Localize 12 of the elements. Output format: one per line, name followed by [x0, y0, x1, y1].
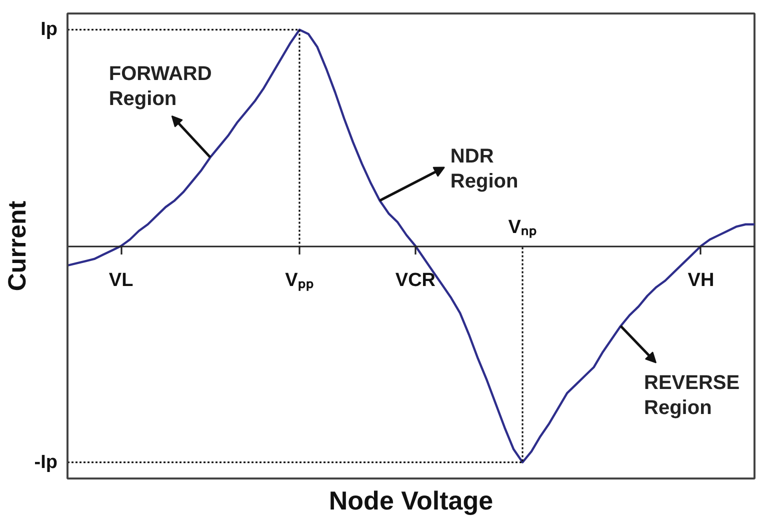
y-axis-title: Current: [3, 200, 32, 292]
annotation: NDR Region: [450, 145, 518, 192]
annotation: REVERSE Region: [644, 372, 740, 419]
x-tick-label: Vₙₚ: [508, 217, 537, 238]
ref-line-label: Ip: [40, 19, 58, 40]
x-tick-label: VH: [688, 270, 714, 291]
x-tick-label: VCR: [395, 270, 436, 291]
x-tick-label: VL: [108, 270, 134, 291]
ref-line-label: -Ip: [34, 452, 58, 473]
x-tick-label: Vₚₚ: [285, 270, 314, 291]
x-axis-title: Node Voltage: [328, 486, 494, 516]
annotation: FORWARD Region: [108, 62, 212, 110]
